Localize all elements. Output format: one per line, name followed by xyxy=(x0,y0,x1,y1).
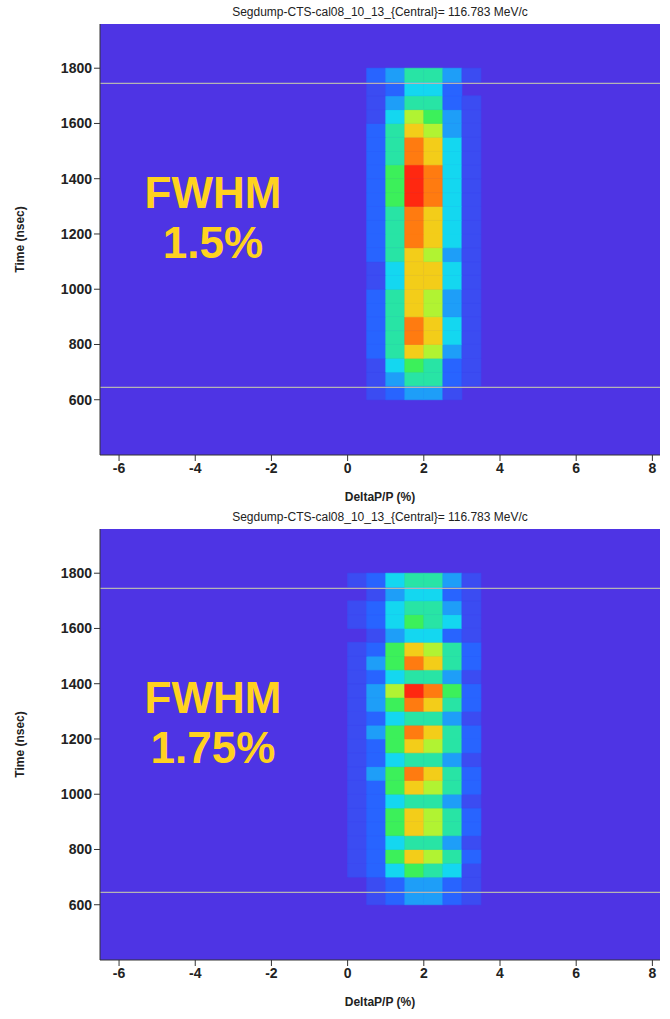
svg-text:1200: 1200 xyxy=(61,731,92,747)
svg-text:1400: 1400 xyxy=(61,676,92,692)
svg-text:0: 0 xyxy=(344,460,352,476)
svg-text:-6: -6 xyxy=(113,965,126,981)
svg-text:800: 800 xyxy=(69,841,93,857)
svg-text:Time (nsec): Time (nsec) xyxy=(13,711,27,777)
svg-text:0: 0 xyxy=(344,965,352,981)
svg-text:DeltaP/P (%): DeltaP/P (%) xyxy=(345,490,415,504)
svg-text:8: 8 xyxy=(648,460,656,476)
svg-text:1800: 1800 xyxy=(61,565,92,581)
svg-text:1600: 1600 xyxy=(61,620,92,636)
svg-text:1600: 1600 xyxy=(61,115,92,131)
html-text:Segdump-CTS-cal08_10_13_{Centr: Segdump-CTS-cal08_10_13_{Central}= 116.7… xyxy=(232,5,528,19)
svg-text:-2: -2 xyxy=(265,965,278,981)
html-text:1.75%: 1.75% xyxy=(150,723,276,772)
svg-text:600: 600 xyxy=(69,897,93,913)
svg-text:-6: -6 xyxy=(113,460,126,476)
svg-text:4: 4 xyxy=(496,460,504,476)
svg-text:1400: 1400 xyxy=(61,171,92,187)
svg-text:2: 2 xyxy=(420,965,428,981)
svg-text:2: 2 xyxy=(420,460,428,476)
svg-text:-4: -4 xyxy=(189,460,202,476)
svg-text:Time (nsec): Time (nsec) xyxy=(13,206,27,272)
html-text:Segdump-CTS-cal08_10_13_{Centr: Segdump-CTS-cal08_10_13_{Central}= 116.7… xyxy=(232,510,528,524)
svg-text:6: 6 xyxy=(572,965,580,981)
svg-text:800: 800 xyxy=(69,336,93,352)
svg-text:DeltaP/P (%): DeltaP/P (%) xyxy=(345,995,415,1009)
svg-text:4: 4 xyxy=(496,965,504,981)
svg-text:-2: -2 xyxy=(265,460,278,476)
svg-text:1000: 1000 xyxy=(61,281,92,297)
svg-text:-4: -4 xyxy=(189,965,202,981)
svg-text:1000: 1000 xyxy=(61,786,92,802)
html-text:FWHM: FWHM xyxy=(144,673,282,722)
svg-text:600: 600 xyxy=(69,392,93,408)
svg-text:1200: 1200 xyxy=(61,226,92,242)
svg-text:1800: 1800 xyxy=(61,60,92,76)
svg-text:8: 8 xyxy=(648,965,656,981)
svg-text:6: 6 xyxy=(572,460,580,476)
html-text:FWHM: FWHM xyxy=(144,168,282,217)
html-text:1.5%: 1.5% xyxy=(162,218,264,267)
